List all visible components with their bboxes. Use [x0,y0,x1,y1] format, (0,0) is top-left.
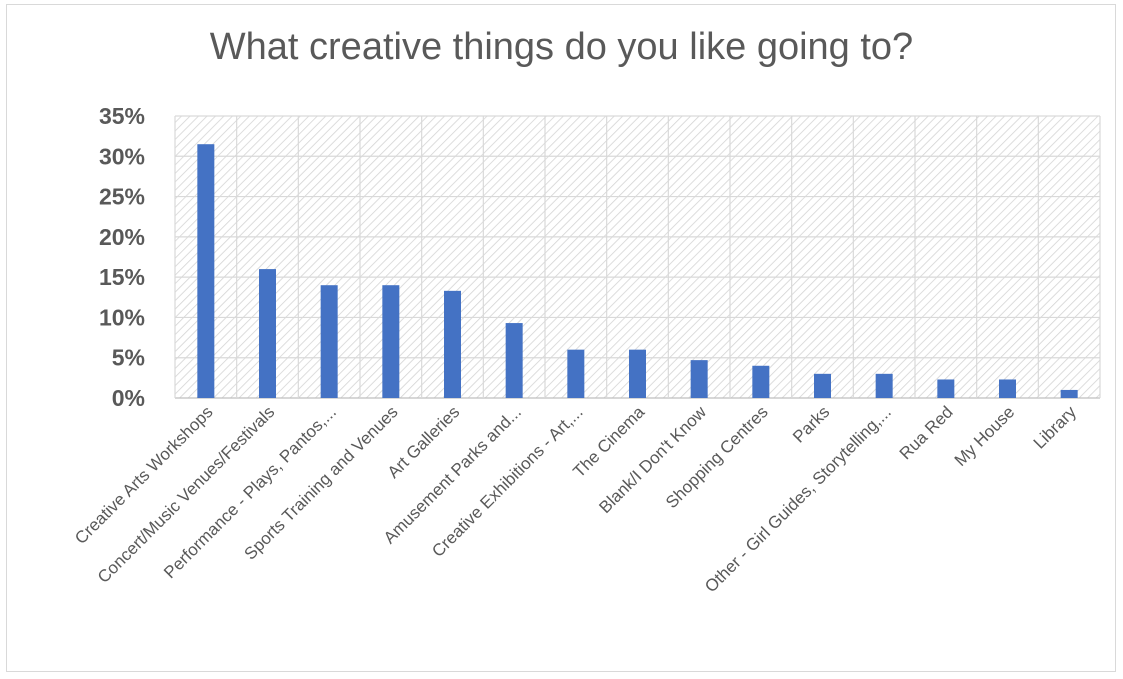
bar [999,379,1016,398]
y-tick-label: 20% [99,224,145,250]
bar [197,144,215,398]
bar [444,290,461,398]
bar [690,360,708,398]
chart-title: What creative things do you like going t… [209,26,914,68]
x-tick-label: Parks [789,402,833,446]
bar [937,379,955,398]
x-tick-label: Library [1030,402,1081,453]
x-tick-label: Shopping Centres [662,402,772,512]
x-tick-label: Blank/I Don't Know [595,402,710,517]
bar [1060,389,1078,398]
bar [320,285,338,398]
x-tick-label: Rua Red [896,402,957,463]
y-tick-label: 25% [99,184,145,210]
bar [875,373,893,398]
y-tick-label: 35% [99,103,145,129]
y-tick-label: 10% [99,304,145,330]
bar [814,373,831,398]
bar [567,349,585,398]
bar [752,365,770,398]
bar [382,285,400,398]
bar [629,349,646,398]
x-tick-label: My House [951,402,1019,470]
bar [259,269,276,398]
y-tick-label: 15% [99,264,145,290]
y-tick-label: 0% [112,385,145,411]
bar [505,323,523,398]
y-tick-label: 30% [99,143,145,169]
y-tick-label: 5% [112,345,145,371]
